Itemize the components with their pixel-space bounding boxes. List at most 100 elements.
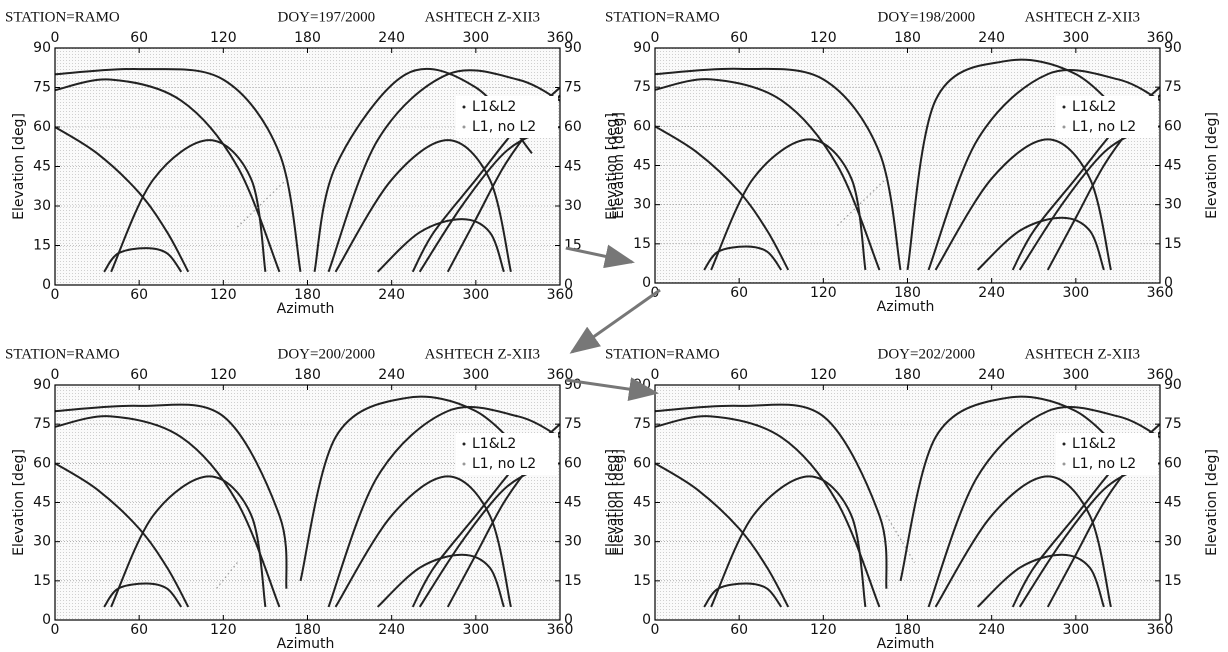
satellite-track	[54, 403, 288, 589]
y-tick-label: 60	[33, 119, 51, 135]
arrow	[569, 288, 661, 354]
x-top-tick-label: 60	[730, 30, 748, 46]
x-tick-label: 240	[378, 622, 405, 638]
x-top-tick-label: 60	[130, 367, 148, 383]
satellite-track	[376, 553, 505, 608]
x-top-tick-label: 0	[651, 367, 660, 383]
y2-tick-label: 30	[1164, 534, 1182, 550]
y2-tick-label: 45	[1164, 495, 1182, 511]
y-tick-label: 30	[633, 534, 651, 550]
title-left: STATION=RAMO	[605, 346, 720, 362]
x-tick-label: 60	[130, 622, 148, 638]
x-top-tick-label: 180	[894, 367, 921, 383]
x-top-tick-label: 360	[1147, 367, 1174, 383]
y2-tick-label: 45	[564, 159, 582, 175]
y-tick-label: 15	[633, 236, 651, 252]
chart: STATION=RAMO DOY=200/2000 ASHTECH Z-XII3 0 1…	[5, 346, 620, 652]
y-tick-label: 0	[42, 277, 51, 293]
plot-frame	[54, 47, 561, 286]
y2-axis-label: Elevation [deg]	[1204, 112, 1220, 219]
satellite-track	[54, 78, 281, 273]
x-tick-label: 180	[894, 622, 921, 638]
arrow	[565, 244, 635, 269]
y-axis-label: Elevation [deg]	[611, 449, 627, 556]
x-tick-label: 300	[462, 287, 489, 303]
y-tick-label: 45	[633, 158, 651, 174]
satellite-track	[334, 139, 512, 273]
y-tick-label: 60	[33, 455, 51, 471]
x-top-tick-label: 360	[547, 30, 574, 46]
title-left: STATION=RAMO	[605, 9, 720, 25]
x-tick-label: 180	[894, 285, 921, 301]
legend-label: L1, no L2	[472, 119, 536, 135]
x-tick-label: 60	[130, 287, 148, 303]
legend-box	[456, 96, 558, 138]
y-tick-label: 30	[33, 198, 51, 214]
title-center: DOY=200/2000	[278, 346, 376, 362]
y2-tick-label: 60	[564, 455, 582, 471]
x-tick-label: 120	[810, 622, 837, 638]
x-top-tick-label: 120	[810, 30, 837, 46]
y-tick-label: 75	[33, 416, 51, 432]
satellite-track	[327, 69, 561, 273]
satellite-track	[899, 395, 1133, 582]
x-tick-label: 360	[1147, 622, 1174, 638]
x-top-tick-label: 0	[51, 367, 60, 383]
title-right: ASHTECH Z-XII3	[425, 9, 540, 25]
x-top-tick-label: 60	[130, 30, 148, 46]
x-top-tick-label: 240	[978, 30, 1005, 46]
y-tick-label: 30	[633, 197, 651, 213]
satellite-track	[927, 69, 1161, 271]
legend-marker	[1062, 105, 1066, 109]
satellite-track	[654, 462, 790, 608]
x-axis-label: Azimuth	[877, 299, 935, 315]
legend-label: L1, no L2	[1072, 119, 1136, 135]
arrow	[565, 377, 659, 402]
y2-tick-label: 60	[564, 119, 582, 135]
legend-label: L1&L2	[1072, 436, 1116, 452]
y2-tick-label: 90	[1164, 40, 1182, 56]
x-tick-label: 120	[210, 287, 237, 303]
legend-label: L1&L2	[472, 99, 516, 115]
y2-tick-label: 60	[1164, 455, 1182, 471]
satellite-track	[710, 475, 867, 608]
y-tick-label: 45	[33, 159, 51, 175]
y2-tick-label: 45	[1164, 158, 1182, 174]
x-top-tick-label: 180	[294, 30, 321, 46]
y-tick-label: 75	[33, 80, 51, 96]
y-tick-label: 0	[642, 612, 651, 628]
y-tick-label: 90	[33, 40, 51, 56]
chart: STATION=RAMO DOY=197/2000 ASHTECH Z-XII3 0 1…	[5, 9, 620, 317]
plot-frame	[54, 384, 561, 621]
y2-tick-label: 75	[1164, 416, 1182, 432]
y-tick-label: 90	[633, 40, 651, 56]
satellite-track	[885, 515, 916, 563]
legend-marker	[1062, 442, 1066, 446]
y2-tick-label: 15	[1164, 236, 1182, 252]
x-top-tick-label: 0	[51, 30, 60, 46]
legend-marker	[462, 105, 466, 109]
y-axis-label: Elevation [deg]	[11, 113, 27, 220]
title-left: STATION=RAMO	[5, 346, 120, 362]
y-axis-label: Elevation [deg]	[611, 112, 627, 219]
chart: STATION=RAMO DOY=202/2000 ASHTECH Z-XII3 0 1…	[605, 346, 1220, 652]
y2-tick-label: 0	[1164, 275, 1173, 291]
y-tick-label: 45	[33, 495, 51, 511]
y2-axis-label: Elevation [deg]	[604, 113, 620, 220]
y-tick-label: 75	[633, 79, 651, 95]
y2-tick-label: 60	[1164, 118, 1182, 134]
satellite-track	[710, 138, 867, 271]
legend-box	[456, 433, 558, 475]
legend-box	[1056, 433, 1158, 475]
satellite-track	[654, 78, 881, 271]
x-axis-label: Azimuth	[877, 636, 935, 652]
arrows	[565, 244, 661, 402]
y2-tick-label: 90	[564, 40, 582, 56]
x-top-tick-label: 300	[462, 30, 489, 46]
x-top-tick-label: 360	[1147, 30, 1174, 46]
x-top-tick-label: 120	[210, 367, 237, 383]
satellite-track	[54, 462, 190, 608]
satellite-track	[110, 475, 267, 608]
x-top-tick-label: 60	[730, 367, 748, 383]
